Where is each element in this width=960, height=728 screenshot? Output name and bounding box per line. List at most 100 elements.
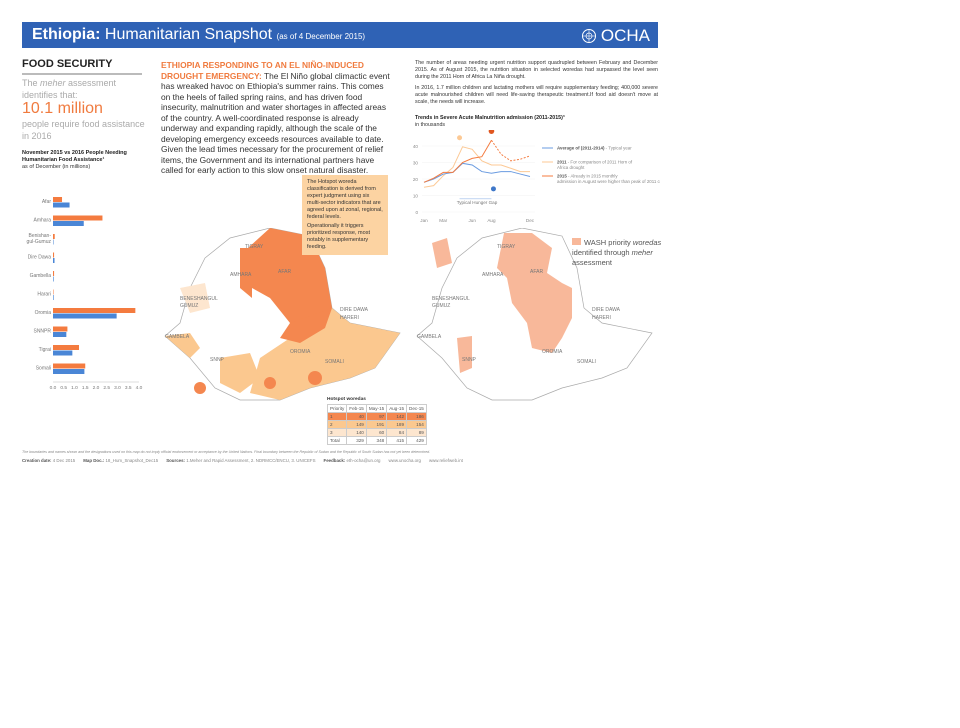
marker-average — [490, 186, 496, 192]
region-label: DIRE DAWA — [592, 307, 621, 313]
bar-2016 — [53, 234, 55, 239]
region-label: AFAR — [278, 269, 291, 275]
y-tick-label: 40 — [413, 144, 419, 149]
column-header: Dec-15 — [406, 404, 427, 413]
region-label: HARERI — [592, 315, 611, 321]
region-label: AFAR — [530, 269, 543, 275]
annotation: Typical Hunger Gap — [457, 200, 498, 205]
region-label: HARERI — [340, 315, 359, 321]
y-tick-label: 30 — [413, 161, 419, 166]
nutrition-text: The number of areas needing urgent nutri… — [415, 60, 658, 105]
region-label: BENESHANGUL — [180, 296, 218, 302]
category-label: SNNPR — [33, 329, 51, 335]
bar-2016 — [53, 289, 54, 295]
unocha-link[interactable]: www.unocha.org — [388, 458, 421, 463]
x-tick-label: 1.5 — [82, 385, 89, 391]
legend-label: 2015 - Already in 2015 monthly admission … — [557, 174, 660, 185]
bar-2016 — [53, 252, 55, 258]
category-label: Somali — [36, 366, 51, 372]
legend-label: 2011 - For comparison of 2011 Horn of Afr… — [557, 160, 633, 171]
region-label: OROMIA — [290, 349, 311, 355]
table-cell: 191 — [365, 420, 388, 429]
category-label: Dire Dawa — [28, 255, 52, 261]
category-label: Amhara — [33, 218, 51, 224]
table-cell: 429 — [406, 436, 427, 445]
column-header: Feb-15 — [346, 404, 367, 413]
bar-2016 — [53, 326, 68, 332]
region-label: OROMIA — [542, 349, 563, 355]
table-cell: 84 — [386, 428, 408, 437]
bar-2016 — [53, 271, 55, 276]
reliefweb-link[interactable]: www.reliefweb.int — [428, 458, 463, 463]
table-cell: 140 — [346, 428, 367, 437]
table-cell: 97 — [365, 412, 388, 421]
region-label: GUMUZ — [432, 303, 450, 309]
region-label: TIGRAY — [245, 244, 264, 250]
x-tick-label: Aug — [487, 218, 496, 223]
table-cell: 40 — [346, 412, 367, 421]
x-tick-label: 4.0 — [136, 385, 143, 391]
wash-legend: WASH priority woredas identified through… — [572, 238, 662, 267]
category-label: gul-Gumuz — [27, 239, 52, 245]
hotspot-info-box: The Hotspot woreda classification is der… — [302, 175, 388, 255]
table-cell: 329 — [346, 436, 367, 445]
bar-2015 — [53, 239, 54, 245]
table-cell: 142 — [386, 412, 408, 421]
series-line — [423, 146, 530, 188]
marker-2011 — [457, 135, 463, 141]
category-label: Tigrai — [39, 347, 51, 353]
category-label: Harari — [37, 292, 51, 298]
bar-2015 — [53, 332, 67, 337]
bar-2015 — [53, 202, 70, 208]
y-tick-label: 20 — [413, 177, 419, 182]
ocha-logo: OCHA — [581, 26, 650, 46]
table-cell: 60 — [365, 428, 388, 437]
header-banner: Ethiopia: Humanitarian Snapshot (as of 4… — [22, 22, 658, 48]
marker-2015 — [488, 130, 495, 134]
feedback-email[interactable]: eth-ocha@un.org — [346, 458, 381, 463]
bar-2016 — [53, 363, 86, 369]
x-tick-label: 0.0 — [50, 385, 57, 391]
region-label: GAMBELA — [417, 334, 442, 340]
bar-2016 — [53, 345, 80, 350]
footer-credits: Creation date: 4 Dec 2015 Map Doc.: 18_H… — [22, 458, 463, 463]
sam-trend-line-chart: 0 10 20 30 40 Jan Mar Jun Aug Dec Typical Hunger G… — [413, 130, 660, 223]
region-label: SOMALI — [325, 359, 344, 365]
x-tick-label: Jun — [468, 218, 476, 223]
column-header: Priority — [326, 404, 348, 413]
series-line — [423, 162, 531, 183]
bar-2015 — [53, 221, 84, 226]
category-label: Benishan- — [28, 233, 51, 239]
table-cell: 189 — [386, 420, 408, 429]
x-tick-label: 0.5 — [60, 385, 67, 391]
wash-woredas — [497, 233, 572, 353]
column-header: May-15 — [365, 404, 388, 413]
table-cell: 186 — [406, 412, 427, 421]
bar-2015 — [53, 258, 55, 263]
region-label: SNNP — [462, 357, 477, 363]
wash-woredas-west — [432, 238, 472, 373]
legend-label: Average of (2011-2014) - Typical year — [557, 146, 632, 151]
table-cell: 149 — [346, 420, 367, 429]
disclaimer: The boundaries and names shown and the d… — [22, 450, 431, 454]
region-label: SOMALI — [577, 359, 596, 365]
bar-2015 — [53, 369, 85, 374]
line-chart-title: Trends in Severe Acute Malnutrition admi… — [415, 115, 565, 128]
x-tick-label: 3.5 — [125, 385, 132, 391]
column-header: Aug-15 — [386, 404, 408, 413]
region-label: AMHARA — [230, 272, 252, 278]
y-tick-label: 10 — [413, 194, 419, 199]
region-label: SNNP — [210, 357, 225, 363]
bar-2015 — [53, 295, 54, 300]
amhara-hotspots — [240, 248, 252, 298]
bar-2015 — [53, 350, 73, 356]
bar-chart-title: November 2015 vs 2016 People Needing Hum… — [22, 150, 127, 170]
table-cell: 2 — [326, 420, 348, 429]
table-cell: 348 — [365, 436, 388, 445]
x-tick-label: 2.0 — [93, 385, 100, 391]
table-row: 2 149 191 189 154 — [326, 420, 427, 429]
x-tick-label: 1.0 — [71, 385, 78, 391]
x-tick-label: 2.5 — [103, 385, 110, 391]
